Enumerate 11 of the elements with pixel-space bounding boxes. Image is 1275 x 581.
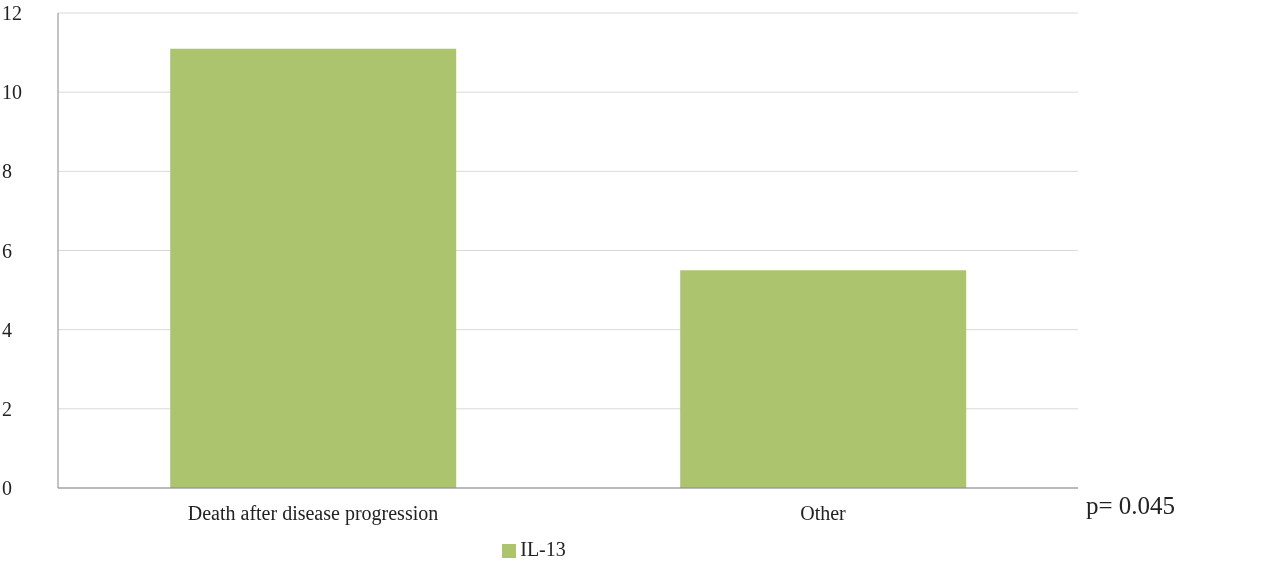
- y-tick-label: 8: [2, 160, 12, 183]
- y-tick-label: 6: [2, 239, 12, 262]
- x-tick-label: Death after disease progression: [187, 502, 439, 526]
- y-tick-label: 2: [2, 397, 12, 420]
- legend-label: IL-13: [520, 538, 566, 560]
- x-tick-label: Other: [800, 502, 847, 525]
- y-tick-label: 10: [2, 81, 22, 104]
- text: p= 0.045: [1086, 492, 1176, 520]
- y-tick-label: 12: [2, 2, 22, 25]
- y-tick-label: 0: [2, 477, 12, 500]
- y-tick-label: 4: [2, 318, 12, 341]
